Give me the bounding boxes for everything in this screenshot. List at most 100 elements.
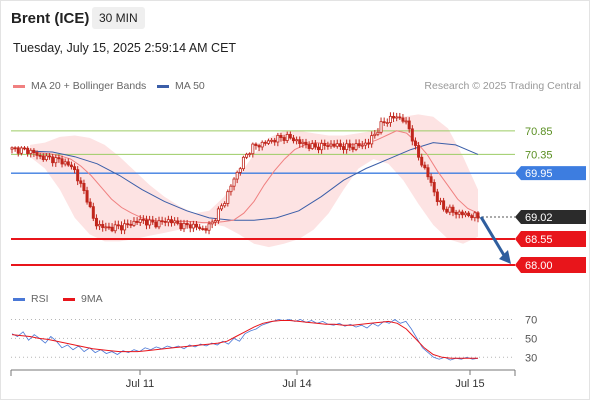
candle-body xyxy=(204,228,208,231)
resistance-label-0: 70.85 xyxy=(525,126,553,138)
candle-body xyxy=(107,226,111,229)
candle-body xyxy=(301,141,305,144)
candle-body xyxy=(176,220,180,224)
candle-body xyxy=(66,161,70,166)
candle-body xyxy=(432,182,436,193)
candle-body xyxy=(91,206,95,219)
candle-body xyxy=(35,152,39,156)
candle-body xyxy=(60,158,64,165)
timeframe-button[interactable]: 30 MIN xyxy=(92,7,145,29)
support-tag-4 xyxy=(515,231,586,248)
candle-body xyxy=(195,223,199,228)
candle-body xyxy=(335,143,339,147)
candle-body xyxy=(445,208,449,213)
candle-body xyxy=(170,219,174,224)
candle-body xyxy=(116,224,120,227)
candle-body xyxy=(260,141,264,148)
candle-body xyxy=(448,206,452,213)
candle-body xyxy=(201,228,205,230)
candle-body xyxy=(401,117,405,122)
resistance-label-1: 70.35 xyxy=(525,149,553,161)
candle-body xyxy=(32,149,36,154)
bollinger-band xyxy=(30,114,478,248)
candle-body xyxy=(332,143,336,147)
candle-body xyxy=(104,226,108,229)
candle-body xyxy=(38,154,42,157)
candle-body xyxy=(329,143,333,147)
candle-body xyxy=(373,133,377,137)
candle-body xyxy=(407,120,411,130)
candle-body xyxy=(82,182,86,191)
candle-body xyxy=(442,200,446,210)
candle-body xyxy=(423,164,427,169)
candle-body xyxy=(138,218,142,223)
ma20-swatch xyxy=(13,84,25,88)
rsi-ma-line xyxy=(11,320,478,359)
candle-body xyxy=(119,225,123,231)
candle-body xyxy=(98,224,102,227)
candle-body xyxy=(198,226,202,229)
candle-body xyxy=(132,220,136,226)
candle-body xyxy=(273,139,277,143)
candle-body xyxy=(69,164,73,168)
candle-body xyxy=(94,217,98,227)
candle-body xyxy=(63,161,67,165)
candle-body xyxy=(420,156,424,166)
candle-body xyxy=(345,143,349,150)
candle-body xyxy=(338,143,342,147)
candle-body xyxy=(241,156,245,170)
candle-body xyxy=(10,147,14,150)
rsi-tick-label: 70 xyxy=(525,315,537,327)
candle-body xyxy=(238,168,242,173)
candle-body xyxy=(348,143,352,148)
candle-body xyxy=(113,224,117,232)
candle-body xyxy=(370,135,374,145)
support-label-4: 68.55 xyxy=(525,234,553,246)
support-label-5: 68.00 xyxy=(525,260,553,272)
candle-body xyxy=(320,143,324,151)
candle-body xyxy=(229,185,233,193)
candle-body xyxy=(76,169,80,182)
rsi-swatch xyxy=(13,297,25,301)
candle-body xyxy=(326,145,330,147)
x-tick-label: Jul 11 xyxy=(126,378,155,390)
candle-body xyxy=(41,155,45,161)
9ma-swatch xyxy=(63,297,75,301)
legend-ma50: MA 50 xyxy=(157,80,205,92)
candle-body xyxy=(16,147,20,154)
candle-body xyxy=(435,191,439,202)
x-tick-label: Jul 15 xyxy=(455,378,484,390)
candle-body xyxy=(310,143,314,149)
rsi-tick-label: 30 xyxy=(525,352,537,364)
candle-body xyxy=(388,115,392,123)
last-price-tag xyxy=(515,209,586,224)
candle-body xyxy=(426,167,430,178)
candle-body xyxy=(470,215,474,219)
candle-body xyxy=(185,223,189,226)
candle-body xyxy=(282,137,286,141)
candle-body xyxy=(288,134,292,139)
candle-body xyxy=(457,211,461,215)
candle-body xyxy=(285,134,289,141)
candle-body xyxy=(213,220,217,223)
candle-body xyxy=(413,140,417,146)
candle-body xyxy=(210,221,214,225)
candle-body xyxy=(135,220,139,223)
candle-body xyxy=(157,220,161,228)
candle-body xyxy=(354,143,358,150)
candle-body xyxy=(54,157,58,164)
candle-body xyxy=(57,157,61,160)
candle-body xyxy=(463,212,467,216)
candle-body xyxy=(151,219,155,223)
candle-body xyxy=(363,142,367,146)
candle-body xyxy=(251,143,255,155)
forecast-arrow-shaft xyxy=(479,216,507,258)
candle-body xyxy=(438,200,442,203)
candle-body xyxy=(191,223,195,229)
candle-body xyxy=(467,212,471,217)
candle-body xyxy=(144,219,148,226)
candle-body xyxy=(263,141,267,144)
candle-body xyxy=(51,156,55,164)
candle-body xyxy=(179,223,183,230)
